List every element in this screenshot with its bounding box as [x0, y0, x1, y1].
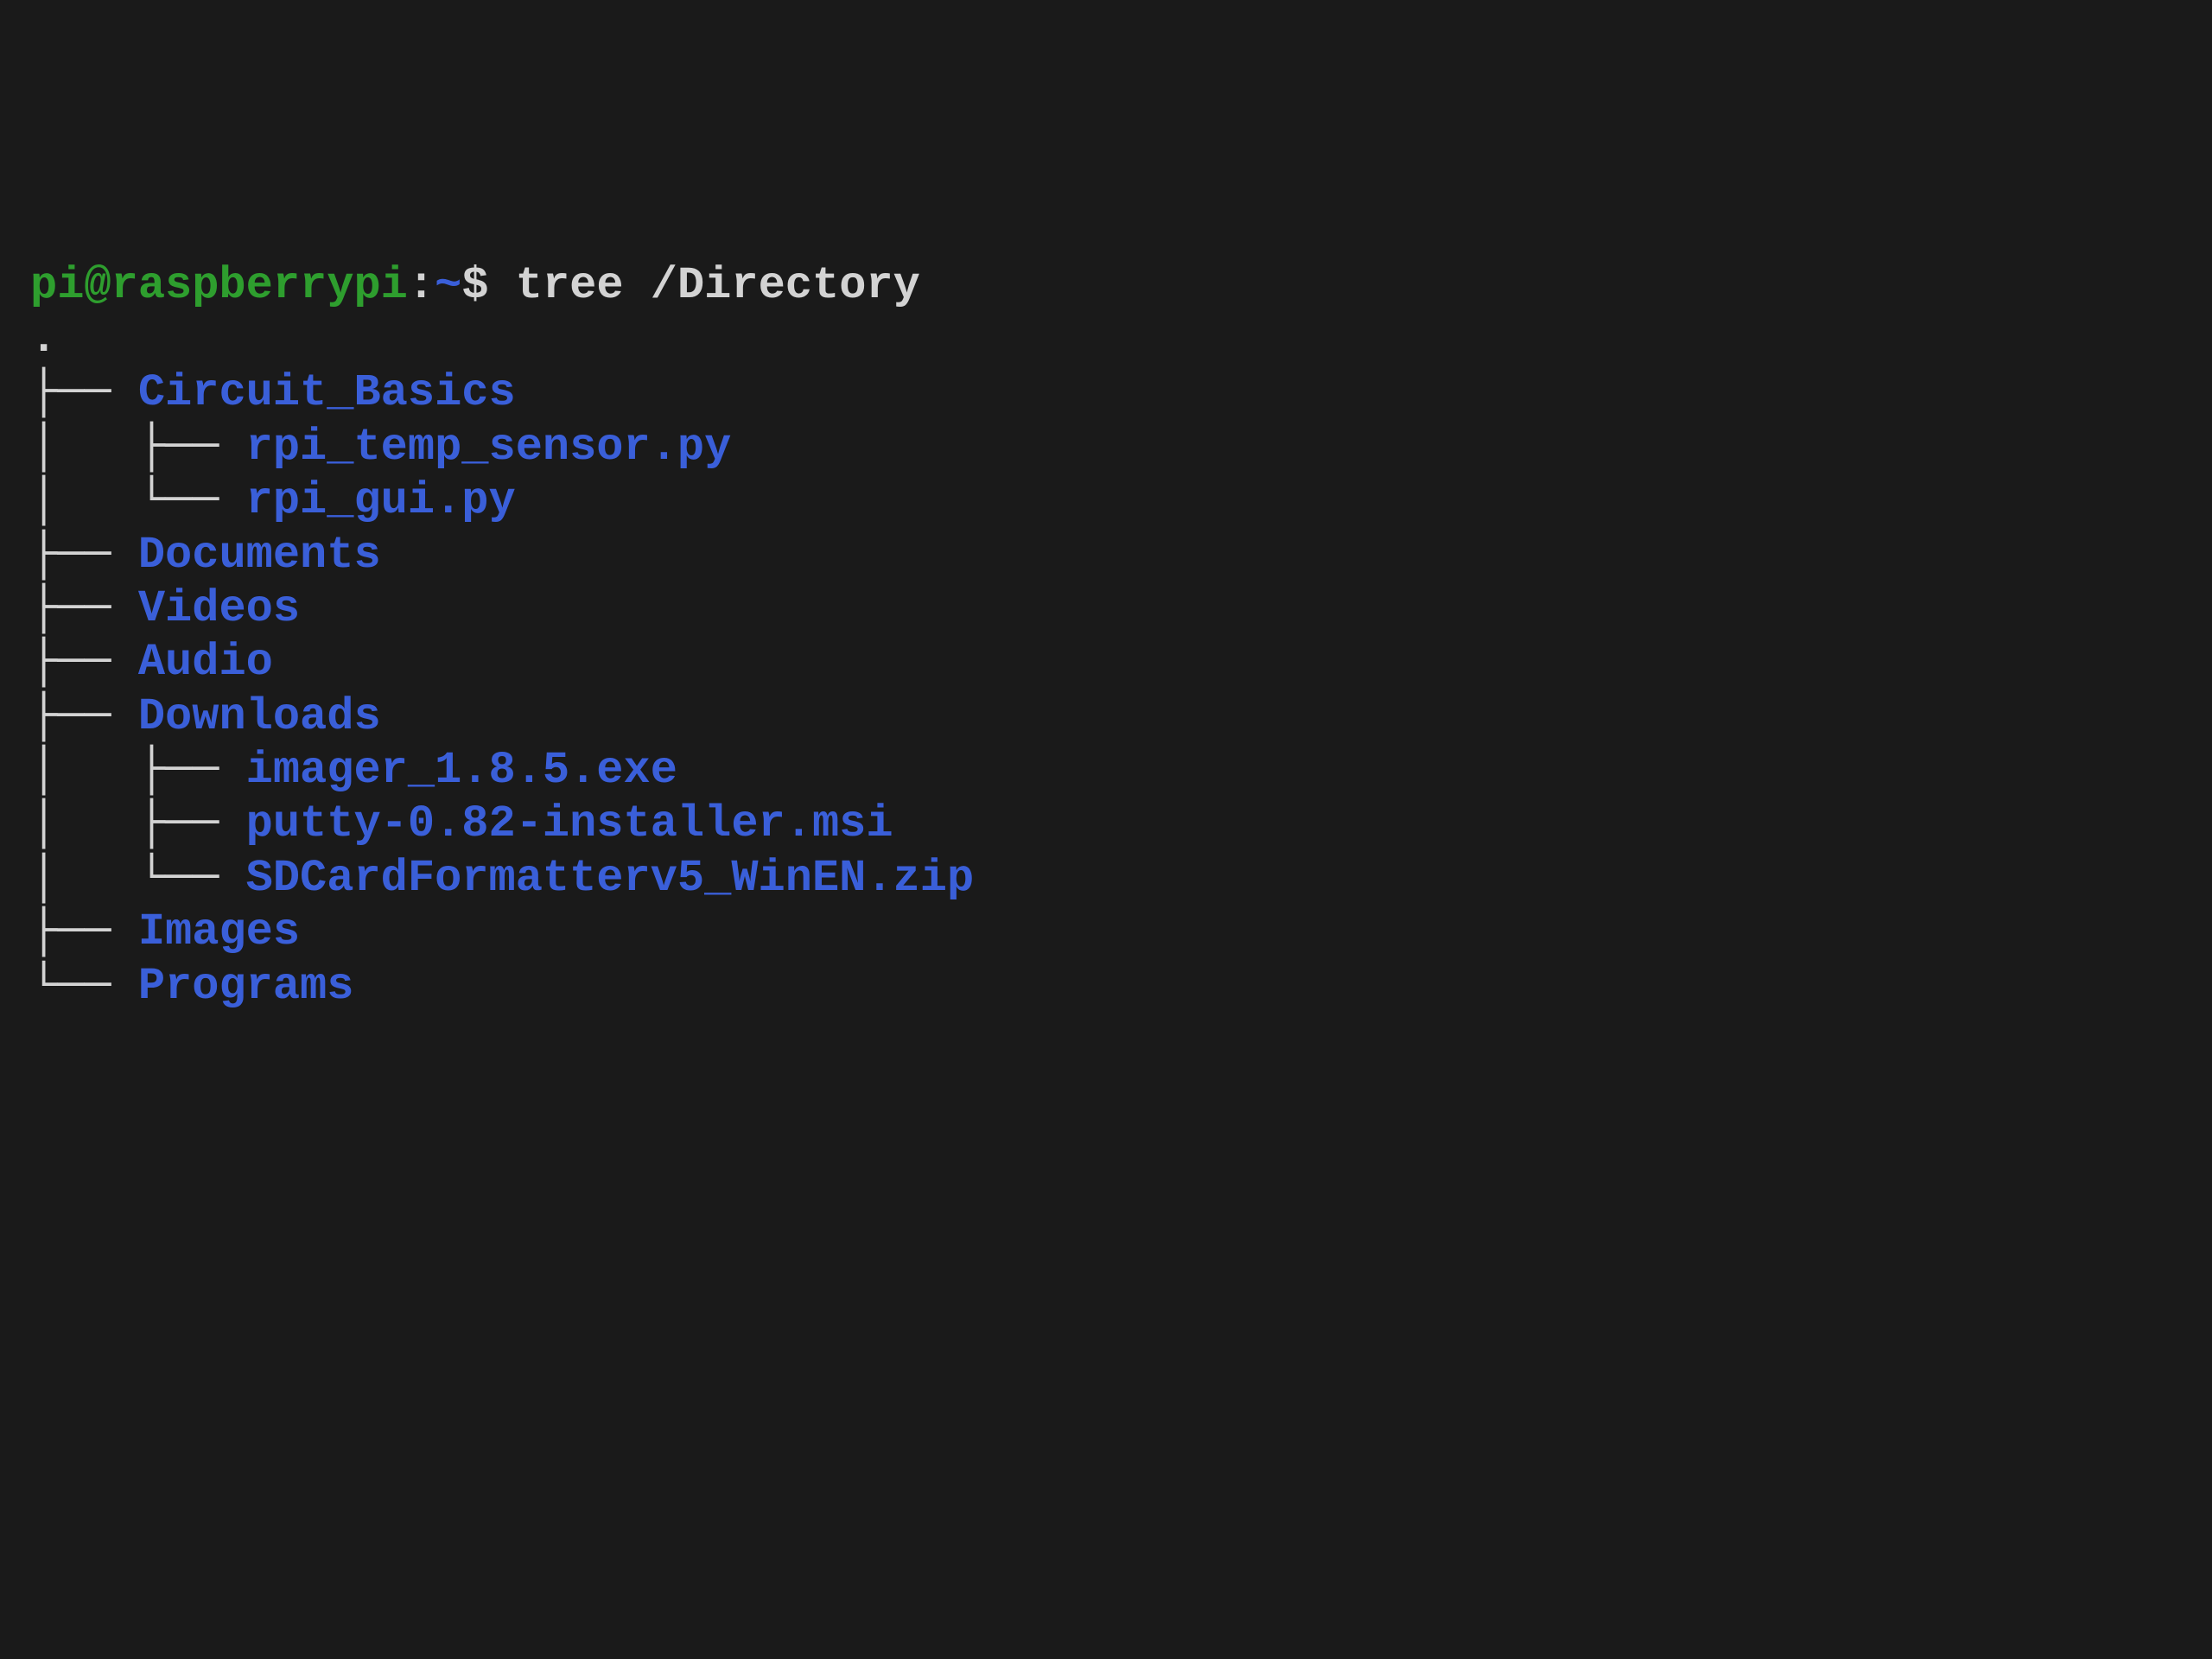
tree-row: └── Programs	[30, 961, 353, 1012]
tree-row: │ ├── putty-0.82-installer.msi	[30, 798, 893, 849]
prompt-path: ~	[435, 260, 461, 311]
tree-entry: putty-0.82-installer.msi	[246, 798, 893, 849]
tree-prefix: ├──	[30, 691, 138, 742]
tree-prefix: │ ├──	[30, 745, 246, 796]
tree-prefix: │ ├──	[30, 422, 246, 473]
tree-entry: Downloads	[138, 691, 381, 742]
command-text: tree /Directory	[516, 260, 920, 311]
prompt-user-host: pi@raspberrypi	[30, 260, 408, 311]
tree-root-dot: .	[30, 314, 57, 365]
tree-prefix: │ └──	[30, 475, 246, 526]
tree-row: ├── Images	[30, 906, 300, 957]
tree-prefix: │ └──	[30, 853, 246, 904]
tree-entry: Documents	[138, 530, 381, 581]
tree-prefix: │ ├──	[30, 798, 246, 849]
tree-row: │ ├── imager_1.8.5.exe	[30, 745, 677, 796]
tree-entry: Audio	[138, 637, 273, 688]
tree-row: ├── Documents	[30, 530, 381, 581]
tree-prefix: ├──	[30, 530, 138, 581]
prompt-symbol: $	[461, 260, 515, 311]
tree-entry: Programs	[138, 961, 354, 1012]
tree-row: │ └── SDCardFormatterv5_WinEN.zip	[30, 853, 974, 904]
prompt-line: pi@raspberrypi:~$ tree /Directory	[30, 260, 920, 311]
tree-row: ├── Videos	[30, 583, 300, 634]
tree-prefix: ├──	[30, 583, 138, 634]
tree-prefix: └──	[30, 961, 138, 1012]
tree-entry: rpi_temp_sensor.py	[246, 422, 732, 473]
tree-entry: SDCardFormatterv5_WinEN.zip	[246, 853, 975, 904]
terminal-output: pi@raspberrypi:~$ tree /Directory . ├── …	[30, 259, 2182, 1014]
tree-entry: Images	[138, 906, 300, 957]
tree-row: │ ├── rpi_temp_sensor.py	[30, 422, 731, 473]
tree-row: │ └── rpi_gui.py	[30, 475, 516, 526]
tree-entry: rpi_gui.py	[246, 475, 516, 526]
tree-entry: Videos	[138, 583, 300, 634]
tree-entry: Circuit_Basics	[138, 367, 516, 418]
tree-row: ├── Circuit_Basics	[30, 367, 516, 418]
tree-entry: imager_1.8.5.exe	[246, 745, 677, 796]
tree-prefix: ├──	[30, 637, 138, 688]
tree-row: ├── Downloads	[30, 691, 381, 742]
prompt-separator: :	[408, 260, 435, 311]
tree-prefix: ├──	[30, 906, 138, 957]
tree-row: ├── Audio	[30, 637, 273, 688]
tree-prefix: ├──	[30, 367, 138, 418]
